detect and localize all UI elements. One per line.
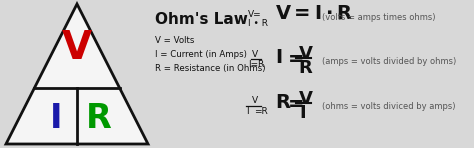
Text: $\bf{=}$: $\bf{=}$ <box>284 48 304 67</box>
Text: $\bf{R}$: $\bf{R}$ <box>298 59 313 77</box>
Text: R = Resistance (in Ohms): R = Resistance (in Ohms) <box>155 64 265 73</box>
Text: $\bf{V}$: $\bf{V}$ <box>298 90 314 108</box>
Polygon shape <box>6 4 148 144</box>
Text: (volts = amps times ohms): (volts = amps times ohms) <box>322 13 436 22</box>
Text: I=: I= <box>248 60 258 69</box>
Text: V: V <box>252 96 258 105</box>
Text: =R: =R <box>254 107 268 116</box>
Text: $\bf{V = I \cdot R}$: $\bf{V = I \cdot R}$ <box>275 4 353 23</box>
Text: I = Current (in Amps): I = Current (in Amps) <box>155 50 247 59</box>
Text: V=: V= <box>248 10 262 19</box>
Text: Ohm's Law: Ohm's Law <box>155 12 248 27</box>
Text: V: V <box>62 29 92 67</box>
Text: I: I <box>49 102 62 135</box>
Text: V = Volts: V = Volts <box>155 36 194 45</box>
Text: R: R <box>85 102 111 135</box>
Text: $\bf{I}$: $\bf{I}$ <box>275 48 283 67</box>
Text: $\bf{V}$: $\bf{V}$ <box>298 45 314 63</box>
Text: I • R: I • R <box>248 19 268 28</box>
Text: (ohms = volts diviced by amps): (ohms = volts diviced by amps) <box>322 102 456 111</box>
Text: $\bf{I}$: $\bf{I}$ <box>299 104 306 122</box>
Text: $\bf{=}$: $\bf{=}$ <box>284 93 304 112</box>
Text: I: I <box>246 107 249 116</box>
Text: R: R <box>257 60 263 69</box>
Text: $\bf{R}$: $\bf{R}$ <box>275 93 292 112</box>
Text: (amps = volts divided by ohms): (amps = volts divided by ohms) <box>322 57 456 66</box>
Text: V: V <box>252 50 258 59</box>
